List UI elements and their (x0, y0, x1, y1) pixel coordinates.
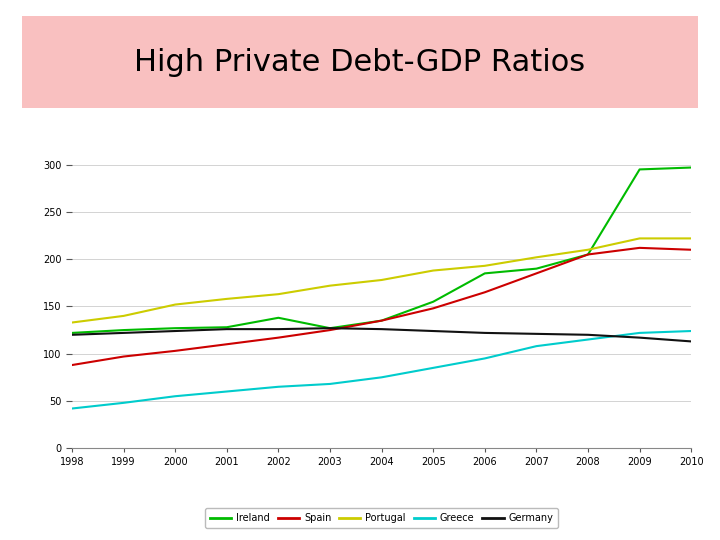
Ireland (325, 325, 334, 332)
Germany (377, 326, 386, 332)
Line: Ireland: Ireland (72, 167, 691, 333)
Germany (325, 325, 334, 332)
Greece (584, 336, 593, 343)
Ireland (480, 270, 489, 276)
Spain (584, 251, 593, 258)
Spain (68, 362, 76, 368)
Greece (687, 328, 696, 334)
Line: Portugal: Portugal (72, 238, 691, 322)
Ireland (222, 324, 231, 330)
Spain (480, 289, 489, 295)
Germany (274, 326, 283, 332)
Ireland (120, 327, 128, 333)
Ireland (635, 166, 644, 173)
Ireland (429, 299, 438, 305)
Greece (635, 329, 644, 336)
Greece (274, 383, 283, 390)
Portugal (120, 313, 128, 319)
Ireland (171, 325, 179, 332)
Spain (171, 348, 179, 354)
Portugal (584, 246, 593, 253)
Greece (480, 355, 489, 362)
Greece (377, 374, 386, 381)
Portugal (274, 291, 283, 298)
Ireland (274, 314, 283, 321)
Spain (635, 245, 644, 251)
Germany (429, 328, 438, 334)
Legend: Ireland, Spain, Portugal, Greece, Germany: Ireland, Spain, Portugal, Greece, German… (205, 508, 558, 528)
Greece (325, 381, 334, 387)
Spain (222, 341, 231, 348)
Greece (171, 393, 179, 400)
Germany (480, 329, 489, 336)
Ireland (687, 164, 696, 171)
Greece (222, 388, 231, 395)
Ireland (377, 318, 386, 324)
Portugal (171, 301, 179, 308)
Portugal (377, 276, 386, 283)
Germany (584, 332, 593, 338)
Line: Greece: Greece (72, 331, 691, 408)
Portugal (480, 262, 489, 269)
Spain (274, 334, 283, 341)
Ireland (68, 329, 76, 336)
Greece (68, 405, 76, 411)
Portugal (687, 235, 696, 241)
Ireland (532, 265, 541, 272)
Spain (687, 246, 696, 253)
Line: Spain: Spain (72, 248, 691, 365)
Spain (532, 270, 541, 276)
Ireland (584, 251, 593, 258)
Greece (120, 400, 128, 406)
Germany (171, 328, 179, 334)
Portugal (429, 267, 438, 274)
Spain (325, 327, 334, 333)
Germany (222, 326, 231, 332)
Spain (377, 318, 386, 324)
Line: Germany: Germany (72, 328, 691, 341)
Spain (120, 353, 128, 360)
Portugal (68, 319, 76, 326)
Spain (429, 305, 438, 312)
Germany (635, 334, 644, 341)
Greece (532, 343, 541, 349)
Portugal (532, 254, 541, 260)
Greece (429, 364, 438, 371)
Portugal (222, 295, 231, 302)
FancyBboxPatch shape (1, 14, 719, 111)
Germany (120, 329, 128, 336)
Portugal (635, 235, 644, 241)
Germany (68, 332, 76, 338)
Germany (532, 330, 541, 337)
Text: High Private Debt-GDP Ratios: High Private Debt-GDP Ratios (135, 48, 585, 77)
Germany (687, 338, 696, 345)
Portugal (325, 282, 334, 289)
